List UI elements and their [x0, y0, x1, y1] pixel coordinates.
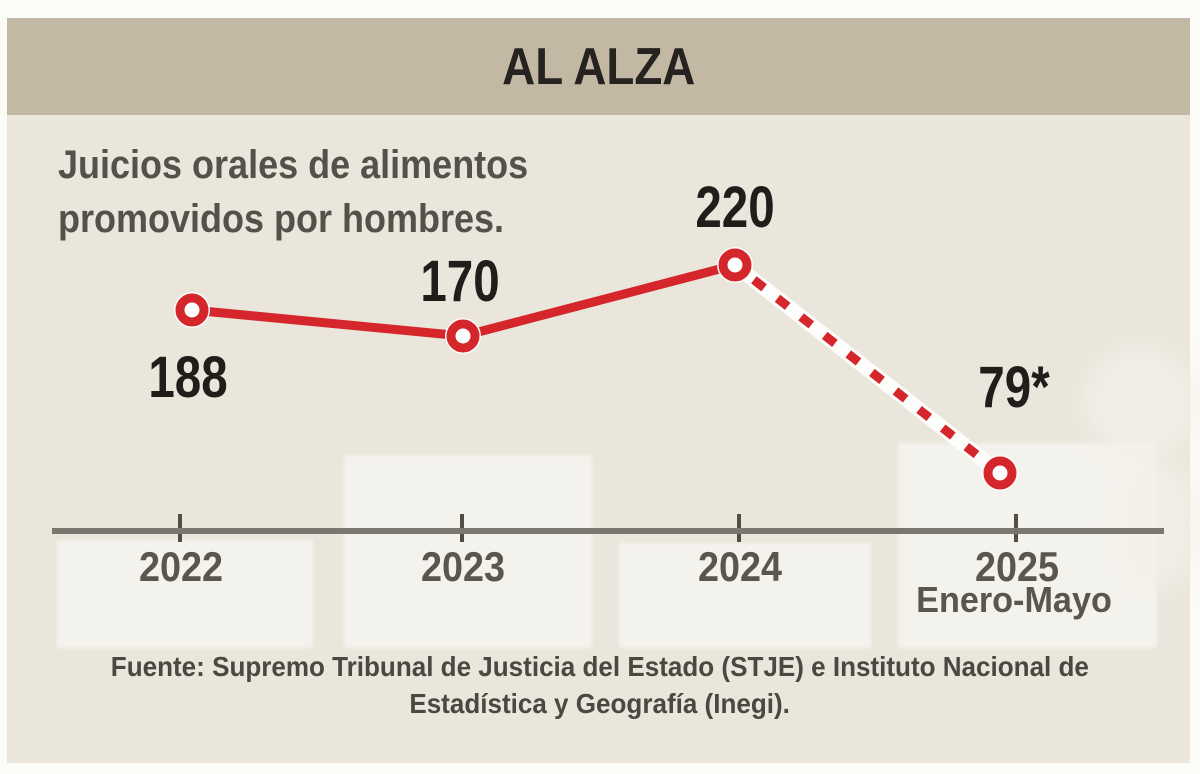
- x-tick-label-2024: 2024: [697, 543, 783, 590]
- value-label-2023: 170: [420, 249, 500, 314]
- data-point-markers: [174, 247, 1018, 491]
- x-axis-line: [52, 528, 1164, 534]
- marker-2023: [446, 319, 480, 353]
- source-line-1: Fuente: Supremo Tribunal de Justicia del…: [110, 651, 1090, 682]
- chart-title: AL ALZA: [501, 37, 696, 96]
- chart-subtitle: Juicios orales de alimentos promovidos p…: [58, 138, 528, 246]
- background-band-2022: [57, 540, 313, 648]
- marker-2022: [175, 293, 209, 327]
- x-tick-label-2025: 2025: [974, 543, 1060, 590]
- source-line-2: Estadística y Geografía (Inegi).: [409, 688, 791, 719]
- value-label-2024: 220: [695, 175, 775, 240]
- x-tick-sublabel-enero-mayo: Enero-Mayo: [916, 579, 1112, 620]
- value-label-2022: 188: [148, 345, 228, 410]
- line-dashed-casing: [727, 257, 1008, 481]
- x-tick-label-2022: 2022: [138, 543, 224, 590]
- background-band-2024: [619, 543, 871, 648]
- marker-2024: [718, 248, 752, 282]
- source-note: Fuente: Supremo Tribunal de Justicia del…: [0, 648, 1200, 722]
- ghost-artifact: [1123, 460, 1197, 588]
- background-band-2025: [898, 443, 1157, 648]
- chart-panel: [7, 115, 1197, 763]
- value-label-2025: 79*: [978, 355, 1050, 420]
- subtitle-line-2: promovidos por hombres.: [58, 197, 505, 241]
- background-band-2023: [344, 455, 592, 648]
- header-bar: AL ALZA: [7, 18, 1190, 115]
- ghost-artifact: [1085, 347, 1197, 459]
- subtitle-line-1: Juicios orales de alimentos: [58, 143, 529, 187]
- line-dashed-segment: [732, 261, 1003, 477]
- marker-2025: [983, 456, 1017, 490]
- x-tick-label-2023: 2023: [420, 543, 506, 590]
